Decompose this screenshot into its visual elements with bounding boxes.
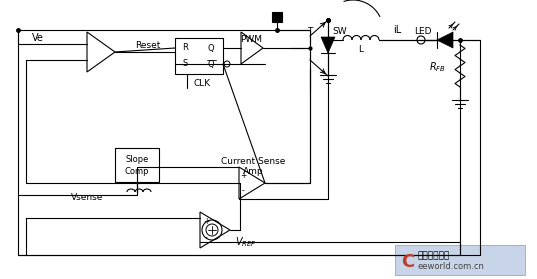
Text: Vsense: Vsense	[71, 193, 103, 201]
Text: SW: SW	[332, 28, 346, 37]
Text: 电子工程世界: 电子工程世界	[417, 251, 449, 260]
Text: LED: LED	[414, 28, 432, 37]
Bar	[272, 12, 282, 22]
Text: Slope: Slope	[125, 155, 149, 165]
Bar	[395, 245, 525, 275]
Text: Current Sense: Current Sense	[221, 157, 285, 165]
Text: T: T	[307, 28, 313, 37]
Text: Reset: Reset	[135, 40, 161, 49]
Bar	[115, 148, 159, 182]
Text: Ve: Ve	[32, 33, 44, 43]
Bar	[175, 38, 223, 74]
Text: -: -	[242, 186, 244, 196]
Text: Comp: Comp	[125, 167, 149, 177]
Text: +: +	[203, 218, 209, 227]
Text: +: +	[240, 170, 246, 179]
Text: R: R	[182, 44, 188, 52]
Polygon shape	[321, 37, 335, 53]
Text: $V_{REF}$: $V_{REF}$	[235, 235, 257, 249]
Text: Amp: Amp	[243, 167, 263, 175]
Text: Q: Q	[208, 59, 214, 69]
Text: C: C	[401, 253, 414, 271]
Text: PWM: PWM	[240, 35, 262, 44]
Polygon shape	[437, 32, 453, 48]
Text: $R_{FB}$: $R_{FB}$	[429, 60, 446, 74]
Text: L: L	[359, 44, 364, 54]
Text: eeworld.com.cn: eeworld.com.cn	[417, 262, 484, 271]
Text: -: -	[205, 234, 207, 242]
Text: CLK: CLK	[193, 80, 210, 88]
Text: S: S	[183, 59, 187, 69]
Text: Q: Q	[208, 44, 214, 52]
Text: iL: iL	[393, 25, 401, 35]
